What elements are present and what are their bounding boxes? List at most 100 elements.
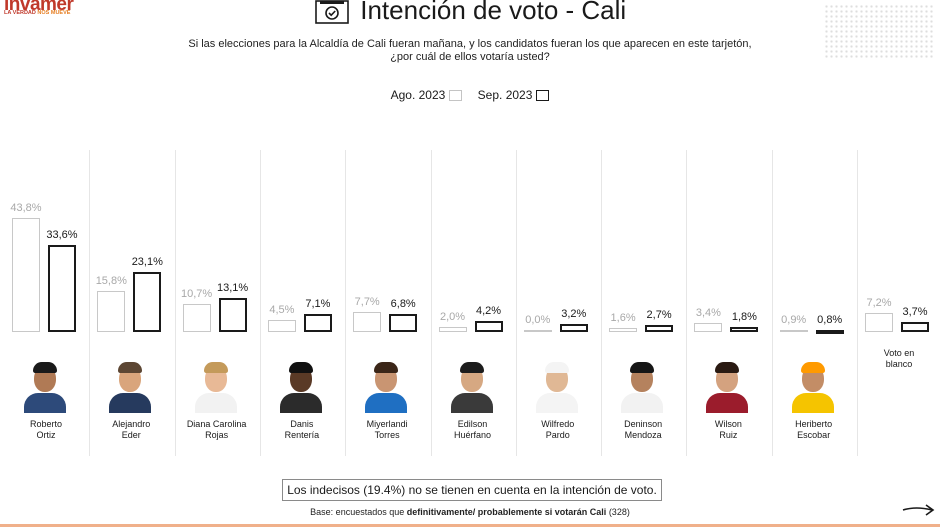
candidate-name-line-1: Wilfredo xyxy=(541,419,575,429)
bar-sep xyxy=(645,324,674,332)
bar-sep xyxy=(48,244,76,332)
candidate-photo xyxy=(618,357,667,413)
candidate-photo xyxy=(447,357,496,413)
bar-sep xyxy=(133,271,162,332)
data-label-aug: 15,8% xyxy=(95,274,127,287)
bar-aug xyxy=(523,330,552,332)
candidate-name-line-2: Pardo xyxy=(545,430,570,440)
candidate-name-line-2: Eder xyxy=(121,430,141,440)
bar-aug xyxy=(438,326,467,332)
legend-item-sep: Sep. 2023 xyxy=(478,88,550,102)
ballot-box-icon xyxy=(314,0,350,24)
candidate-photo xyxy=(106,357,155,413)
candidate-name-line-1: Danis xyxy=(290,419,314,429)
candidate-name: Diana Carolina Rojas xyxy=(174,419,260,441)
photo-shirt xyxy=(535,393,578,413)
data-label-aug: 2,0% xyxy=(439,310,466,323)
candidate-name-line-2: Ortiz xyxy=(36,430,56,440)
candidate-name: Roberto Ortiz xyxy=(3,419,89,441)
bar-sep xyxy=(559,323,588,332)
photo-hair xyxy=(33,362,57,373)
chart-legend: Ago. 2023 Sep. 2023 xyxy=(0,88,940,102)
candidate-name-line-2: Mendoza xyxy=(624,430,662,440)
photo-hair xyxy=(630,362,655,373)
photo-hair xyxy=(203,362,228,373)
photo-hair xyxy=(544,362,569,373)
question-line-1: Si las elecciones para la Alcaldía de Ca… xyxy=(188,38,752,50)
bar-sep xyxy=(303,313,332,332)
candidate-photo xyxy=(703,357,752,413)
data-label-aug: 7,2% xyxy=(866,297,892,310)
data-label-sep: 23,1% xyxy=(131,255,163,268)
undecided-note: Los indecisos (19.4%) no se tienen en cu… xyxy=(282,479,662,501)
candidate-name-line-2: Escobar xyxy=(797,430,831,440)
candidate-name-line-1: Roberto xyxy=(29,419,63,429)
photo-shirt xyxy=(621,393,664,413)
candidate-name-line-1: Diana Carolina xyxy=(186,419,247,429)
photo-shirt xyxy=(706,393,749,413)
legend-label-sep: Sep. 2023 xyxy=(477,88,533,102)
brand-logo: invamer LA VERDAD NOS MUEVE xyxy=(4,0,84,28)
candidate-name: Wilfredo Pardo xyxy=(515,419,601,441)
data-label-sep: 13,1% xyxy=(216,281,249,294)
column-divider xyxy=(89,150,91,456)
bar-sep xyxy=(901,322,929,332)
data-label-sep: 6,8% xyxy=(390,298,416,311)
candidate-name-line-1: Alejandro xyxy=(112,419,151,429)
photo-shirt xyxy=(279,393,322,413)
candidate-photo xyxy=(362,357,411,413)
candidate-name: Edilson Huérfano xyxy=(430,419,516,441)
candidate-name-line-2: Rojas xyxy=(205,430,229,440)
data-label-aug: 43,8% xyxy=(10,202,42,215)
data-label-aug: 7,7% xyxy=(354,295,380,308)
photo-shirt xyxy=(365,393,408,413)
decorative-dot-pattern xyxy=(824,4,934,59)
bar-aug xyxy=(694,323,723,332)
bar-sep xyxy=(474,321,503,332)
data-label-sep: 0,8% xyxy=(817,313,843,326)
logo-tagline: LA VERDAD NOS MUEVE xyxy=(4,10,71,16)
vote-intention-chart: 43,8% 33,6% Roberto Ortiz 15,8% 23,1% Alejandr… xyxy=(0,146,940,456)
column-divider xyxy=(686,150,688,456)
data-label-sep: 1,8% xyxy=(731,311,757,324)
candidate-name-line-1: Miyerlandi xyxy=(366,419,408,429)
legend-swatch-sep xyxy=(536,89,550,101)
photo-shirt xyxy=(791,393,834,413)
logo-text: invamer xyxy=(4,0,74,15)
data-label-aug: 1,6% xyxy=(610,311,636,324)
data-label-aug: 10,7% xyxy=(180,288,213,301)
legend-swatch-aug xyxy=(449,89,463,101)
header: Intención de voto - Cali xyxy=(0,0,940,26)
candidate-name-line-2: Rentería xyxy=(284,430,320,440)
candidate-name-line-1: Deninson xyxy=(624,419,663,429)
page-title: Intención de voto - Cali xyxy=(360,0,627,25)
photo-hair xyxy=(800,362,825,373)
bar-sep xyxy=(815,329,844,334)
column-divider xyxy=(259,150,261,456)
survey-base: Base: encuestados que definitivamente/ p… xyxy=(310,507,630,517)
photo-hair xyxy=(459,362,484,373)
bar-aug xyxy=(865,313,893,332)
column-divider xyxy=(857,150,858,456)
candidate-name-line-2: Huérfano xyxy=(453,430,492,440)
bar-sep xyxy=(730,327,759,332)
bar-aug xyxy=(779,329,808,332)
bar-sep xyxy=(218,297,247,332)
column-divider xyxy=(345,150,347,456)
photo-shirt xyxy=(194,393,237,413)
candidate-name: Heriberto Escobar xyxy=(771,419,857,441)
data-label-aug: 4,5% xyxy=(269,304,295,317)
data-label-sep: 7,1% xyxy=(305,297,331,310)
column-divider xyxy=(601,150,603,456)
column-divider xyxy=(430,150,432,456)
photo-shirt xyxy=(450,393,493,413)
data-label-sep: 3,7% xyxy=(902,306,928,319)
data-label-aug: 0,9% xyxy=(781,313,807,326)
candidate-name: Alejandro Eder xyxy=(88,419,174,441)
column-divider xyxy=(515,150,517,456)
photo-shirt xyxy=(24,393,66,413)
candidate-photo xyxy=(276,357,325,413)
candidate-name: Wilson Ruiz xyxy=(685,419,771,441)
data-label-sep: 3,2% xyxy=(561,307,587,320)
next-arrow-icon[interactable] xyxy=(902,500,936,518)
